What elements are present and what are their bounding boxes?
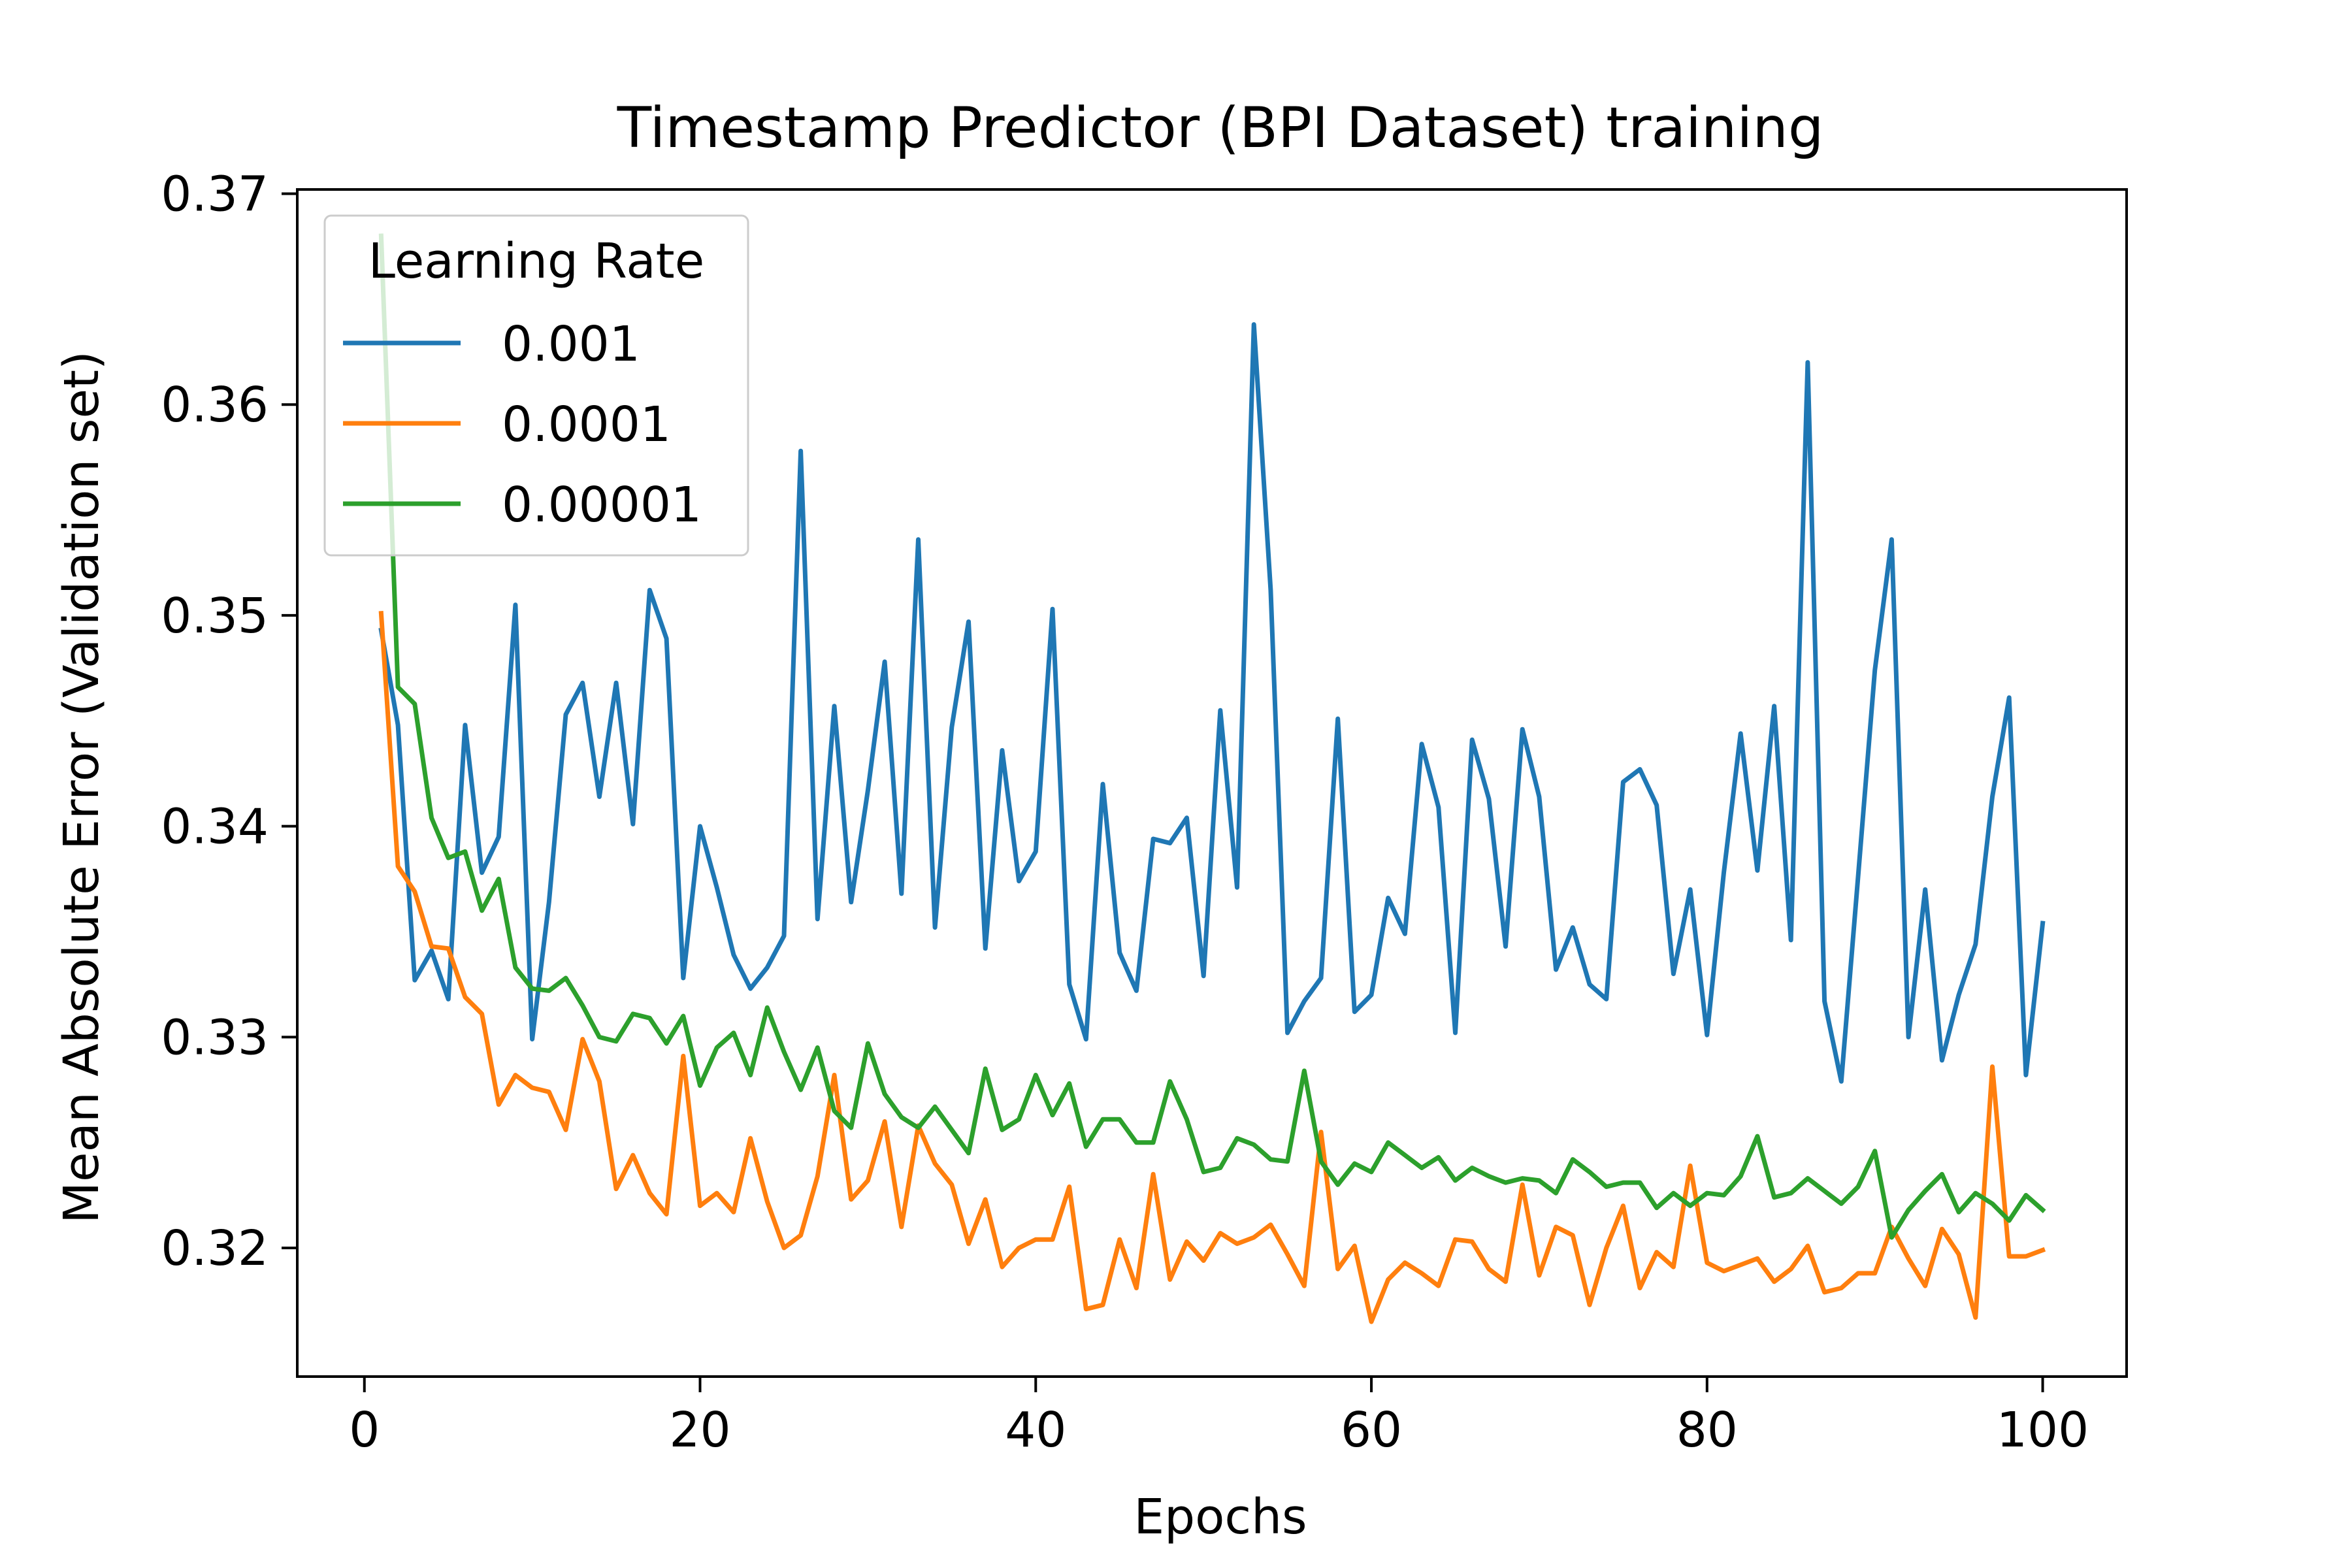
y-axis-label: Mean Absolute Error (Validation set) <box>54 351 110 1224</box>
legend-label-2: 0.00001 <box>502 477 702 533</box>
chart-title: Timestamp Predictor (BPI Dataset) traini… <box>617 95 1824 161</box>
x-tick-label: 20 <box>669 1402 730 1458</box>
legend: Learning Rate 0.001 0.0001 0.00001 <box>323 214 749 557</box>
series-line-0 <box>378 322 2046 1084</box>
x-tick-label: 40 <box>1005 1402 1066 1458</box>
legend-box <box>323 214 749 557</box>
x-tick-label: 60 <box>1341 1402 1402 1458</box>
legend-entries: 0.001 0.0001 0.00001 <box>343 316 702 533</box>
x-axis-label: Epochs <box>1134 1489 1307 1545</box>
legend-label-0: 0.001 <box>502 316 640 372</box>
legend-title: Learning Rate <box>368 233 704 289</box>
y-tick-label: 0.35 <box>161 588 269 644</box>
series-line-2 <box>378 233 2046 1240</box>
legend-label-1: 0.0001 <box>502 397 671 453</box>
y-tick-label: 0.33 <box>161 1009 269 1066</box>
y-tick-label: 0.36 <box>161 377 269 433</box>
y-tick-label: 0.32 <box>161 1220 269 1277</box>
plot-area-frame <box>296 188 2128 1378</box>
series-line-1 <box>378 610 2046 1324</box>
y-tick-label: 0.34 <box>161 799 269 855</box>
axis-ticks: 0 20 40 60 80 100 0.32 0.33 0.34 0.35 0.36 0.37 <box>161 166 2089 1458</box>
plot-lines <box>378 233 2046 1324</box>
y-tick-label: 0.37 <box>161 166 269 222</box>
x-tick-label: 0 <box>349 1402 380 1458</box>
x-tick-label: 100 <box>1997 1402 2089 1458</box>
x-tick-label: 80 <box>1676 1402 1738 1458</box>
